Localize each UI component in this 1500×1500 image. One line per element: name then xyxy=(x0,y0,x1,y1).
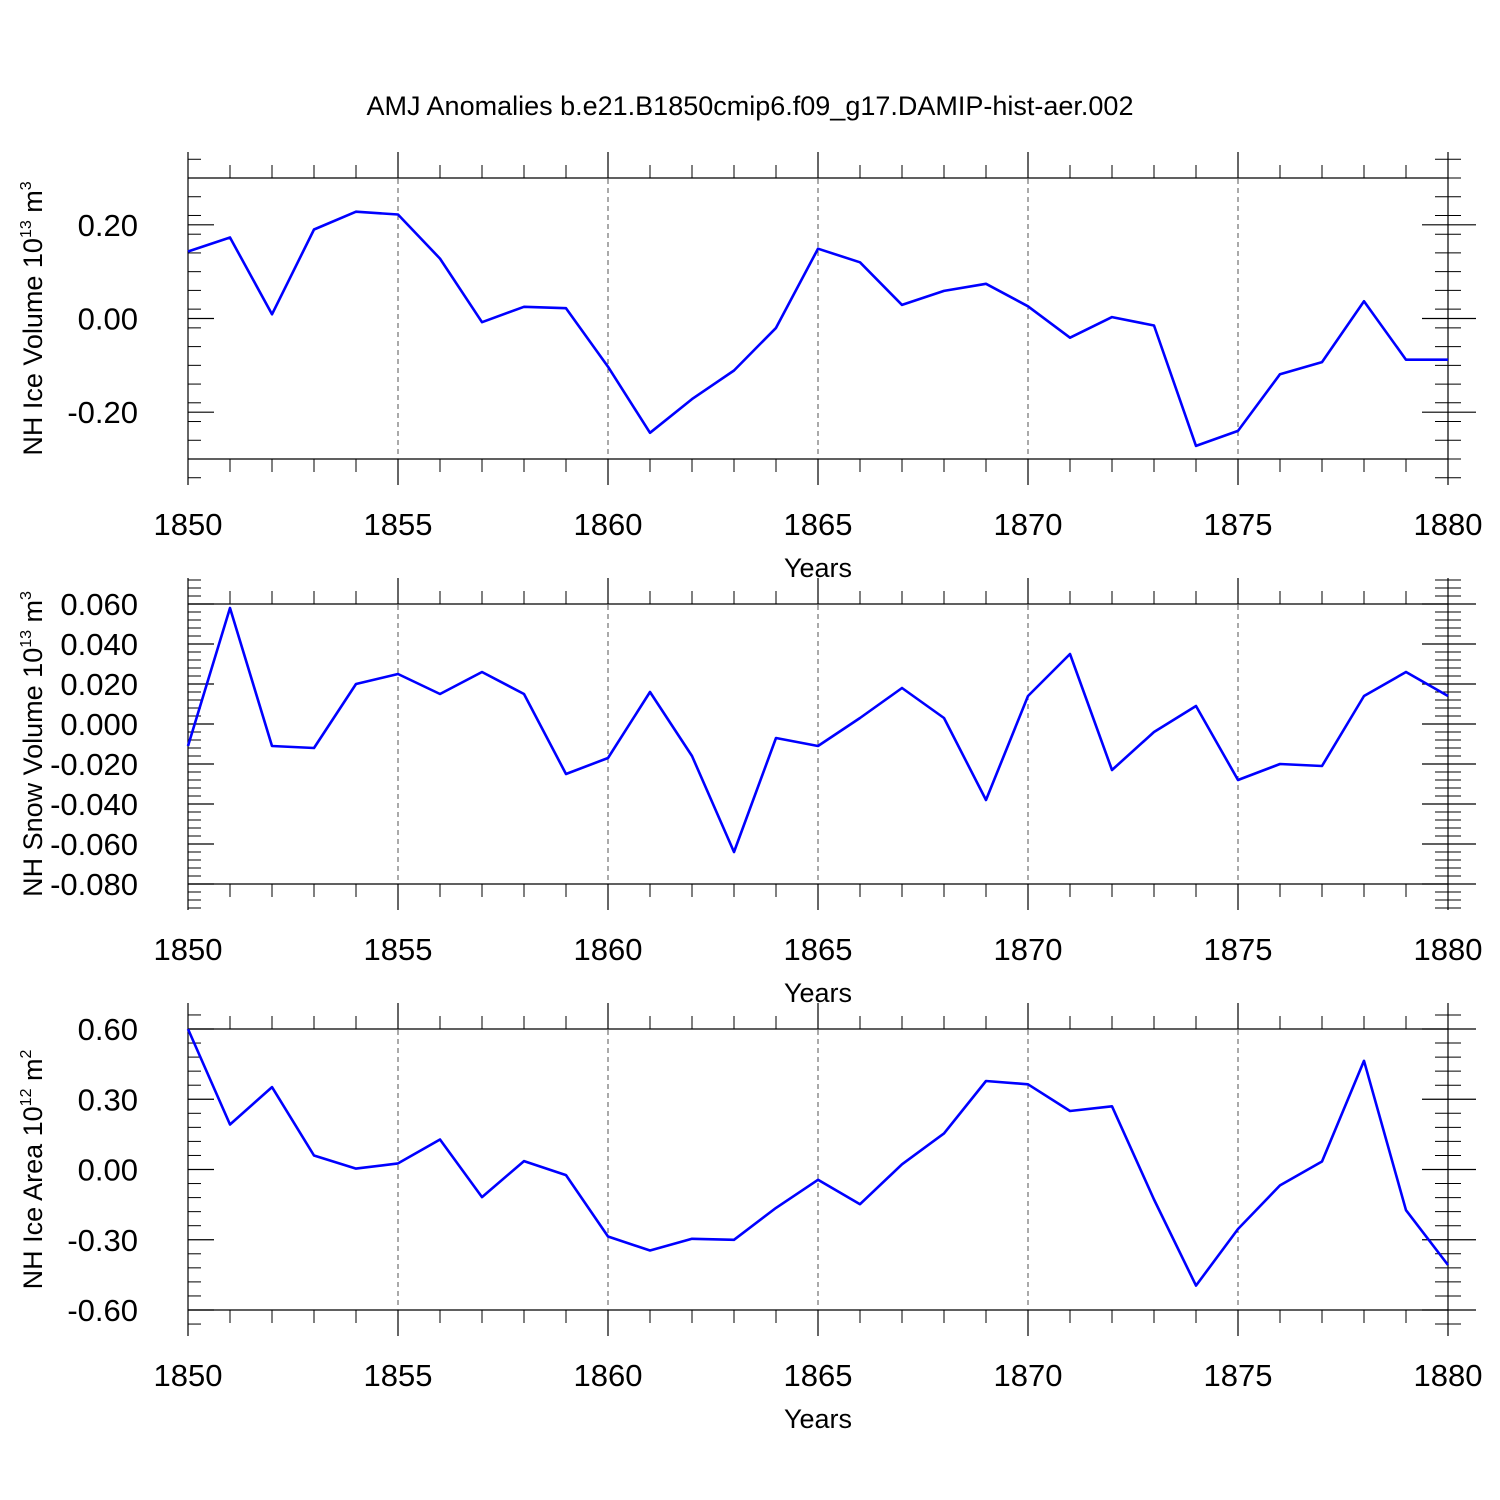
y-axis-label: NH Ice Volume 1013 m3 xyxy=(18,181,48,455)
x-tick-label: 1880 xyxy=(1414,1358,1483,1393)
x-tick-label: 1850 xyxy=(154,1358,223,1393)
panels: -0.20 0.00 0.20 1850 1855 1860 1865 1870 1875 188… xyxy=(18,152,1482,1434)
x-axis-label: Years xyxy=(784,1404,852,1434)
panel-3: -0.60 -0.30 0.00 0.30 0.60 1850 1855 1860 1865 18… xyxy=(18,1003,1482,1434)
x-tick-label: 1865 xyxy=(784,1358,853,1393)
y-tick-label: -0.040 xyxy=(50,787,138,822)
x-tick-label: 1860 xyxy=(574,507,643,542)
x-tick-label: 1880 xyxy=(1414,507,1483,542)
y-tick-label: 0.000 xyxy=(60,707,138,742)
x-tick-label: 1860 xyxy=(574,932,643,967)
x-tick-label: 1875 xyxy=(1204,932,1273,967)
y-tick-label: -0.020 xyxy=(50,747,138,782)
x-tick-label: 1850 xyxy=(154,507,223,542)
y-tick-label: -0.20 xyxy=(67,395,138,430)
y-tick-label: -0.060 xyxy=(50,827,138,862)
y-tick-label: -0.30 xyxy=(67,1223,138,1258)
panel-2: -0.080 -0.060 -0.040 -0.020 0.000 0.020 0.040 0… xyxy=(18,578,1482,1008)
y-tick-label: 0.30 xyxy=(78,1082,138,1117)
y-tick-label: 0.20 xyxy=(78,208,138,243)
y-axis-label: NH Snow Volume 1013 m3 xyxy=(18,591,48,897)
y-tick-label: 0.040 xyxy=(60,627,138,662)
x-tick-label: 1870 xyxy=(994,1358,1063,1393)
y-tick-label: 0.020 xyxy=(60,667,138,702)
x-tick-label: 1850 xyxy=(154,932,223,967)
x-tick-label: 1860 xyxy=(574,1358,643,1393)
x-tick-label: 1870 xyxy=(994,507,1063,542)
y-tick-label: 0.060 xyxy=(60,587,138,622)
x-tick-label: 1880 xyxy=(1414,932,1483,967)
y-tick-label: 0.00 xyxy=(78,1153,138,1188)
y-tick-label: 0.60 xyxy=(78,1012,138,1047)
x-tick-label: 1875 xyxy=(1204,507,1273,542)
y-tick-label: 0.00 xyxy=(78,302,138,337)
x-tick-label: 1875 xyxy=(1204,1358,1273,1393)
x-tick-label: 1855 xyxy=(364,507,433,542)
chart-title: AMJ Anomalies b.e21.B1850cmip6.f09_g17.D… xyxy=(367,91,1134,121)
x-tick-label: 1870 xyxy=(994,932,1063,967)
x-tick-label: 1865 xyxy=(784,507,853,542)
y-tick-label: -0.080 xyxy=(50,867,138,902)
x-tick-label: 1855 xyxy=(364,1358,433,1393)
y-tick-label: -0.60 xyxy=(67,1293,138,1328)
panel-1: -0.20 0.00 0.20 1850 1855 1860 1865 1870 1875 188… xyxy=(18,152,1482,583)
x-tick-label: 1855 xyxy=(364,932,433,967)
x-tick-label: 1865 xyxy=(784,932,853,967)
y-axis-label: NH Ice Area 1012 m2 xyxy=(18,1050,48,1290)
